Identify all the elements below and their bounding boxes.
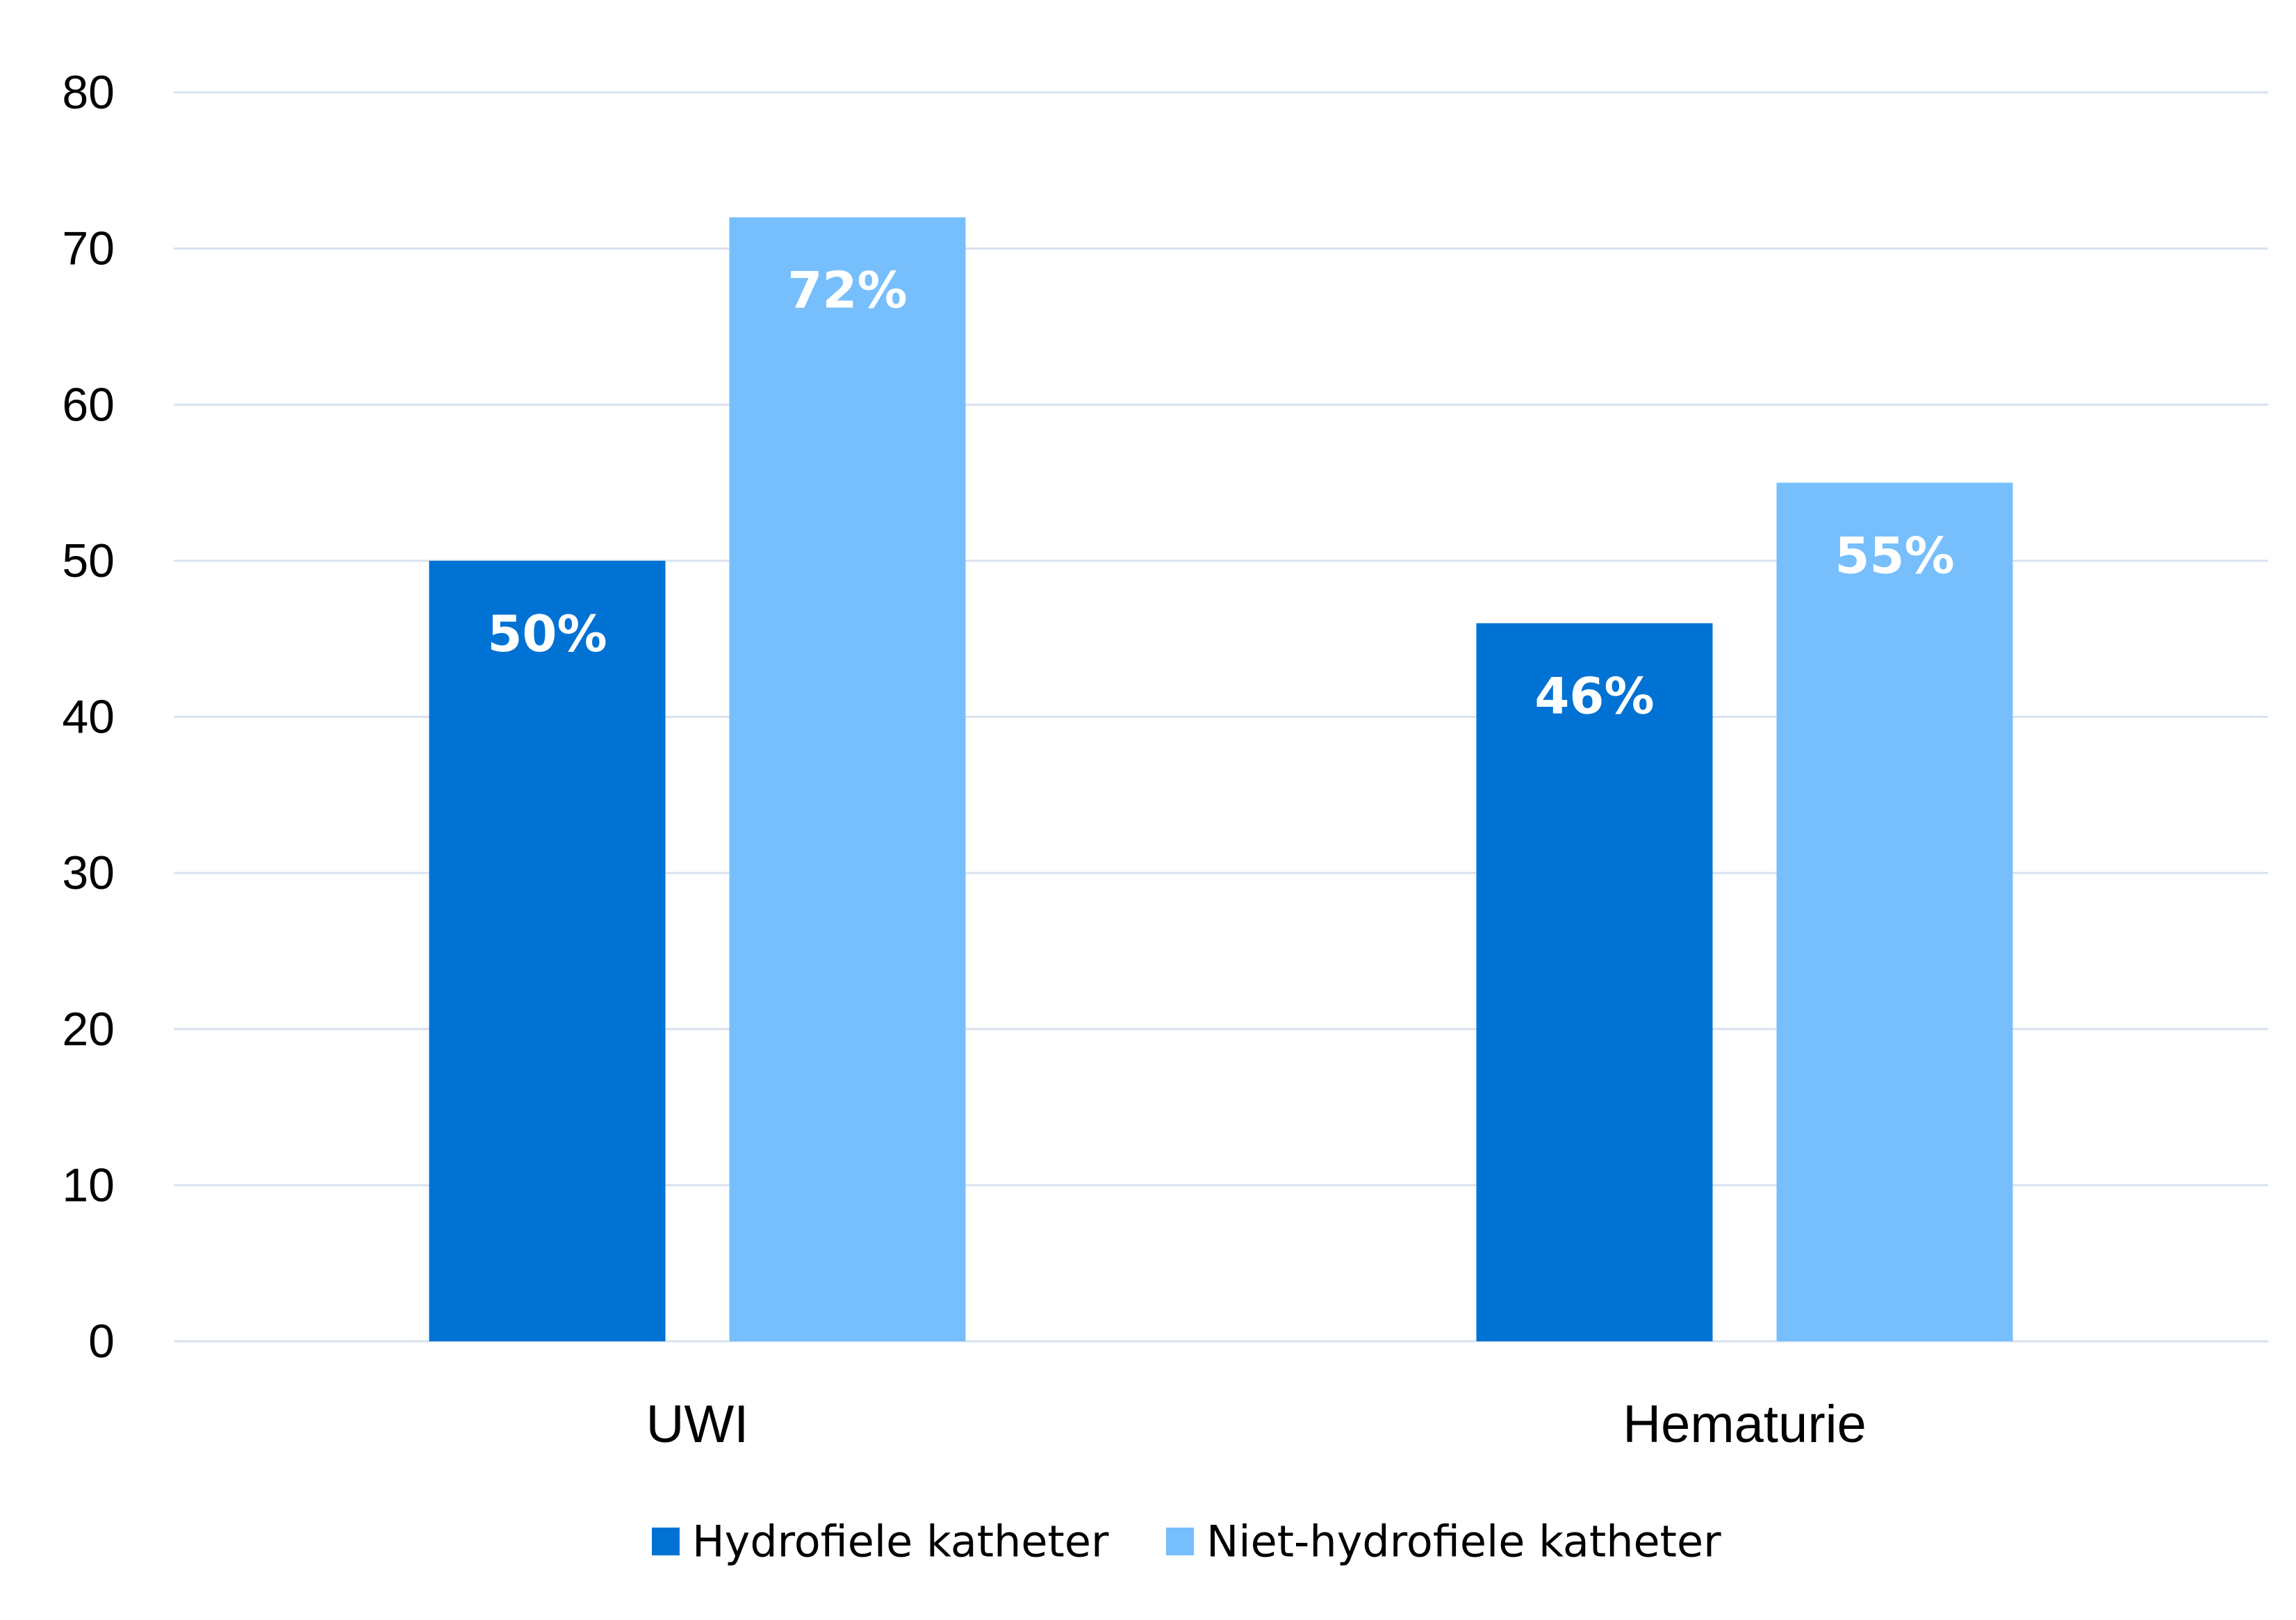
data-label: 50% xyxy=(487,605,607,663)
bars xyxy=(429,217,2013,1342)
legend-swatch xyxy=(1166,1528,1194,1555)
bar xyxy=(1776,482,2013,1341)
y-tick-label: 20 xyxy=(62,1003,115,1056)
legend: Hydrofiele katheter Niet-hydrofiele kathe… xyxy=(652,1516,1721,1567)
y-tick-label: 70 xyxy=(62,222,115,275)
legend-label: Hydrofiele katheter xyxy=(692,1516,1109,1567)
y-tick-label: 80 xyxy=(62,66,115,119)
legend-swatch xyxy=(652,1528,680,1555)
y-tick-label: 40 xyxy=(62,691,115,744)
legend-label: Niet-hydrofiele katheter xyxy=(1206,1516,1721,1567)
category-label: Hematurie xyxy=(1623,1395,1867,1454)
y-tick-label: 10 xyxy=(62,1159,115,1211)
category-label: UWI xyxy=(646,1395,749,1454)
bar xyxy=(429,560,666,1341)
y-tick-label: 30 xyxy=(62,846,115,899)
y-tick-label: 50 xyxy=(62,534,115,587)
y-tick-label: 60 xyxy=(62,378,115,431)
x-axis-category-labels: UWI Hematurie xyxy=(646,1395,1867,1454)
data-label: 55% xyxy=(1835,527,1954,585)
y-tick-label: 0 xyxy=(88,1315,115,1368)
bar xyxy=(1476,623,1713,1341)
y-axis-tick-labels: 0 10 20 30 40 50 60 70 80 xyxy=(62,66,115,1368)
data-labels: 50% 72% 46% 55% xyxy=(487,261,1954,726)
data-label: 72% xyxy=(787,261,907,320)
data-label: 46% xyxy=(1534,667,1654,726)
bar xyxy=(729,217,966,1342)
